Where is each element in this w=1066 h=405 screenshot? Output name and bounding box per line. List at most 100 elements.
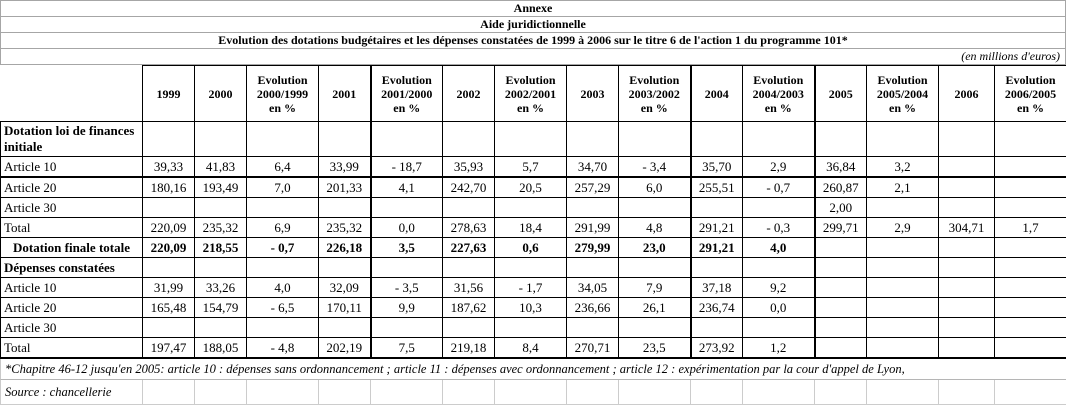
- table-cell: 2,9: [742, 156, 815, 178]
- column-header: Evolution 2003/2002 en %: [618, 65, 691, 122]
- title-evolution-dotations: Evolution des dotations budgétaires et l…: [1, 33, 1065, 49]
- table-cell: [938, 156, 995, 178]
- table-cell: [442, 197, 495, 218]
- table-cell: [866, 337, 939, 359]
- table-cell: [494, 197, 567, 218]
- table-cell: [689, 121, 743, 157]
- table-row: Total 197,47 188,05- 4,8 202,19 7,5 219,18 8,4…: [0, 337, 1066, 359]
- source-cell: [194, 380, 247, 405]
- table-cell: [813, 277, 867, 298]
- table-cell: [318, 197, 371, 218]
- table-cell: 220,09: [142, 217, 195, 238]
- table-cell: 7,5: [369, 337, 443, 359]
- row-label: Article 10: [0, 156, 143, 178]
- table-cell: 193,49: [194, 176, 247, 198]
- table-cell: 1,2: [742, 337, 815, 359]
- table-cell: 37,18: [689, 277, 743, 298]
- table-cell: - 3,5: [369, 277, 443, 298]
- table-cell: 9,2: [742, 277, 815, 298]
- table-cell: [994, 156, 1066, 178]
- row-label: Dépenses constatées: [0, 257, 143, 278]
- table-cell: [938, 176, 995, 198]
- source-label-cell: Source : chancellerie: [0, 380, 143, 405]
- table-row: Dotation finale totale 220,09 218,55- 0,7 2…: [0, 237, 1066, 258]
- table-cell: [689, 197, 743, 218]
- row-label: Article 30: [0, 317, 143, 338]
- row-label: Article 30: [0, 197, 143, 218]
- table-cell: 35,93: [442, 156, 495, 178]
- table-cell: [194, 121, 247, 157]
- table-cell: 165,48: [142, 297, 195, 318]
- table-cell: 5,7: [494, 156, 567, 178]
- table-cell: [866, 277, 939, 298]
- table-row: Article 10 39,33 41,83 6,4 33,99- 18,7 35,93 5…: [0, 156, 1066, 178]
- table-cell: 4,0: [246, 277, 319, 298]
- table-cell: [246, 121, 319, 157]
- column-header: Evolution 2001/2000 en %: [369, 65, 443, 122]
- table-cell: [142, 197, 195, 218]
- table-cell: [742, 121, 815, 157]
- table-cell: [566, 317, 619, 338]
- table-cell: [318, 317, 371, 338]
- table-cell: 23,5: [618, 337, 691, 359]
- table-cell: 3,2: [866, 156, 939, 178]
- table-cell: [442, 257, 495, 278]
- table-cell: [246, 197, 319, 218]
- table-row: Dotation loi de finances initiale: [0, 121, 1066, 157]
- table-cell: 26,1: [618, 297, 691, 318]
- column-header: Evolution 2002/2001 en %: [494, 65, 567, 122]
- table-cell: 235,32: [318, 217, 371, 238]
- table-cell: 0,0: [369, 217, 443, 238]
- table-cell: [618, 197, 691, 218]
- column-header: Evolution 2000/1999 en %: [246, 65, 319, 122]
- table-cell: [938, 257, 995, 278]
- table-cell: 4,8: [618, 217, 691, 238]
- table-cell: [742, 317, 815, 338]
- table-cell: [566, 257, 619, 278]
- table-cell: 278,63: [442, 217, 495, 238]
- table-cell: 219,18: [442, 337, 495, 359]
- table-cell: 270,71: [566, 337, 619, 359]
- table-cell: [938, 277, 995, 298]
- table-cell: [194, 317, 247, 338]
- table-cell: 33,26: [194, 277, 247, 298]
- source-cell: [318, 380, 371, 405]
- table-cell: [494, 121, 567, 157]
- table-cell: 7,0: [246, 176, 319, 198]
- source-cell: [494, 380, 567, 405]
- table-cell: 4,1: [369, 176, 443, 198]
- source-row: Source : chancellerie: [0, 380, 1066, 405]
- table-cell: - 18,7: [369, 156, 443, 178]
- table-cell: 180,16: [142, 176, 195, 198]
- table-cell: 154,79: [194, 297, 247, 318]
- title-annexe: Annexe: [1, 1, 1065, 17]
- table-row: Article 30: [0, 317, 1066, 338]
- table-cell: [813, 257, 867, 278]
- table-cell: [442, 317, 495, 338]
- table-cell: [318, 257, 371, 278]
- table-cell: [994, 257, 1066, 278]
- table-cell: 34,70: [566, 156, 619, 178]
- table-cell: [813, 317, 867, 338]
- table-cell: 2,1: [866, 176, 939, 198]
- row-label: Dotation loi de finances initiale: [0, 121, 143, 157]
- table-cell: [246, 317, 319, 338]
- title-block: Annexe Aide juridictionnelle Evolution d…: [0, 0, 1066, 65]
- source-row-table: Source : chancellerie: [0, 380, 1066, 405]
- table-cell: [813, 121, 867, 157]
- table-row: Article 20 180,16 193,49 7,0 201,33 4,1 242,70…: [0, 176, 1066, 198]
- table-cell: 304,71: [938, 217, 995, 238]
- table-cell: [246, 257, 319, 278]
- table-cell: 4,0: [742, 237, 815, 258]
- table-cell: 236,74: [689, 297, 743, 318]
- table-cell: [938, 237, 995, 258]
- table-cell: [442, 121, 495, 157]
- column-header: 1999: [142, 65, 195, 122]
- table-cell: 1,7: [994, 217, 1066, 238]
- table-cell: [866, 121, 939, 157]
- table-cell: 226,18: [318, 237, 371, 258]
- table-cell: [369, 317, 443, 338]
- row-label: Article 10: [0, 277, 143, 298]
- column-header: 2004: [689, 65, 743, 122]
- table-cell: 23,0: [618, 237, 691, 258]
